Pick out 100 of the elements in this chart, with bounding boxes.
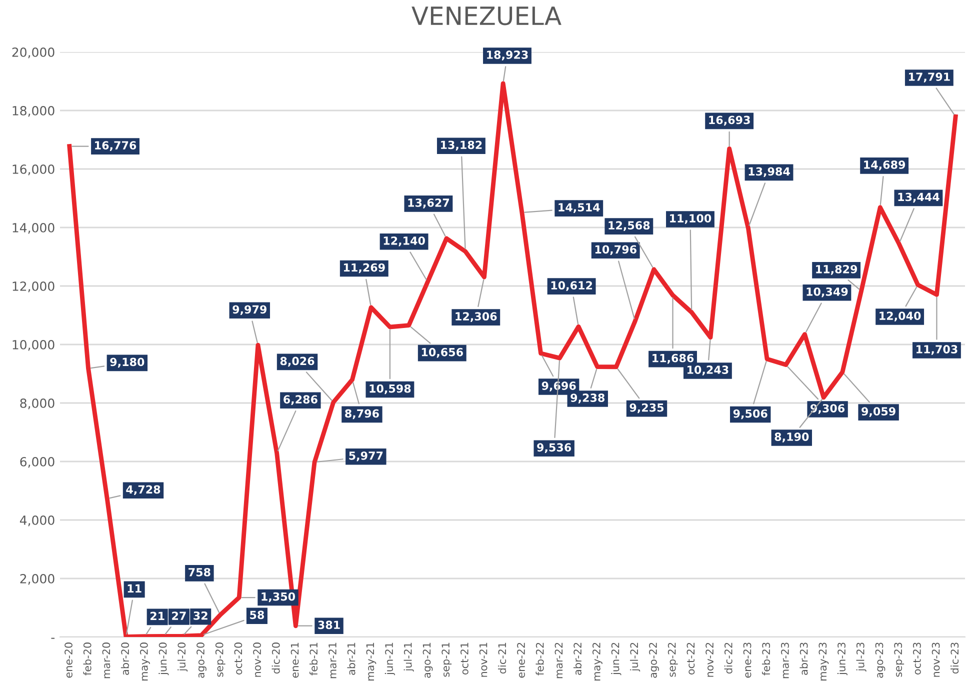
y-tick-label: 2,000 (20, 574, 54, 585)
y-tick-label: 4,000 (20, 515, 54, 526)
x-tick-label: feb-23 (762, 642, 770, 676)
data-label: 13,182 (441, 140, 482, 151)
x-tick-label: oct-20 (234, 642, 242, 674)
data-label: 10,612 (551, 281, 592, 291)
x-tick-label: nov-20 (253, 642, 261, 677)
data-label: 11,686 (652, 354, 694, 364)
x-tick-label: may-21 (366, 642, 376, 680)
data-label: 1,350 (262, 592, 296, 602)
data-label: 9,979 (232, 305, 266, 316)
y-tick-label: 20,000 (12, 47, 54, 58)
x-tick-label: sep-20 (215, 642, 226, 677)
x-tick-label: mar-22 (554, 642, 563, 678)
x-tick-label: ene-20 (64, 642, 72, 678)
x-tick-label: dic-21 (498, 642, 506, 674)
x-tick-label: ago-23 (875, 642, 886, 678)
data-label: 9,235 (630, 403, 664, 414)
y-tick-label: 6,000 (20, 456, 54, 468)
x-tick-label: ene-23 (743, 642, 752, 678)
data-label: 9,238 (570, 394, 605, 404)
data-label: 11,703 (916, 345, 958, 355)
data-label: 10,243 (688, 366, 728, 376)
data-label: 13,984 (748, 167, 790, 178)
x-tick-label: feb-22 (536, 642, 544, 676)
x-tick-label: mar-20 (102, 642, 110, 678)
data-label: 9,536 (537, 443, 572, 453)
data-label: 11,829 (816, 264, 858, 275)
data-label: 10,796 (595, 245, 636, 256)
data-label: 27 (172, 612, 186, 620)
x-tick-label: jun-21 (384, 642, 395, 676)
data-label: 12,140 (384, 236, 425, 246)
x-tick-label: mar-23 (781, 642, 789, 678)
x-tick-label: may-23 (818, 642, 829, 680)
x-tick-label: abr-23 (800, 642, 808, 675)
data-label: 58 (250, 610, 264, 620)
x-tick-label: abr-22 (573, 642, 582, 675)
data-label: 18,923 (487, 50, 528, 60)
data-label: 11 (128, 584, 142, 593)
x-tick-label: dic-22 (724, 642, 732, 674)
x-tick-label: may-20 (140, 642, 150, 680)
data-label: 16,693 (709, 116, 750, 126)
data-label: 8,026 (280, 356, 314, 367)
data-label: 17,791 (909, 72, 950, 82)
x-tick-label: sep-21 (442, 642, 452, 677)
y-tick-label: 18,000 (12, 106, 54, 117)
data-label: 10,349 (806, 287, 848, 298)
x-tick-label: jul-23 (856, 642, 866, 672)
data-label: 4,728 (126, 485, 160, 496)
x-tick-label: jul-22 (630, 642, 640, 672)
x-tick-label: jul-21 (404, 642, 414, 672)
x-tick-label: nov-23 (932, 642, 940, 677)
data-label: 5,977 (349, 451, 383, 462)
line-series (67, 81, 958, 637)
data-label: 12,306 (456, 312, 497, 322)
x-tick-label: sep-23 (894, 642, 904, 677)
x-tick-label: sep-22 (668, 642, 678, 677)
x-tick-label: dic-20 (272, 642, 280, 674)
x-tick-label: dic-23 (950, 642, 959, 674)
y-tick-label: 16,000 (12, 164, 54, 176)
data-label: 13,627 (408, 198, 450, 208)
y-tick-label: 12,000 (12, 281, 54, 292)
data-label: 8,796 (345, 409, 379, 420)
data-label: 10,598 (370, 384, 411, 394)
x-tick-label: feb-21 (309, 642, 318, 676)
x-tick-label: oct-21 (460, 642, 468, 674)
x-tick-label: oct-23 (913, 642, 921, 674)
data-label: 12,040 (880, 312, 921, 322)
x-tick-label: jun-20 (158, 642, 169, 676)
data-label: 9,180 (110, 358, 144, 368)
data-label: 16,776 (95, 141, 136, 151)
y-tick-label: - (51, 638, 55, 639)
data-label: 11,269 (344, 263, 385, 274)
data-label: 9,059 (862, 407, 896, 417)
data-label: 8,190 (774, 432, 809, 442)
x-tick-label: jun-23 (837, 642, 848, 676)
x-tick-label: may-22 (592, 642, 602, 680)
y-tick-label: 8,000 (20, 398, 54, 410)
chart-title: VENEZUELA (412, 6, 562, 26)
x-tick-label: nov-21 (479, 642, 488, 677)
x-tick-label: ago-20 (196, 642, 206, 678)
data-label: 758 (188, 568, 210, 576)
x-tick-label: abr-20 (120, 642, 130, 675)
data-label: 14,689 (864, 160, 906, 170)
x-tick-label: jul-20 (178, 642, 188, 672)
x-tick-label: ene-22 (517, 642, 525, 678)
x-tick-label: ago-22 (649, 642, 659, 678)
data-label: 12,568 (608, 221, 650, 231)
x-tick-label: nov-22 (706, 642, 714, 677)
data-label: 381 (318, 620, 340, 630)
data-label: 10,656 (422, 348, 463, 358)
data-label: 9,506 (733, 409, 768, 420)
y-tick-label: 14,000 (12, 222, 54, 234)
data-label: 14,514 (558, 203, 600, 213)
data-label: 32 (194, 611, 208, 620)
x-tick-label: ene-21 (290, 642, 299, 678)
y-tick-label: 10,000 (12, 340, 54, 351)
data-label: 6,286 (284, 395, 318, 405)
x-tick-label: feb-20 (83, 642, 92, 676)
data-label: 11,100 (670, 214, 712, 224)
